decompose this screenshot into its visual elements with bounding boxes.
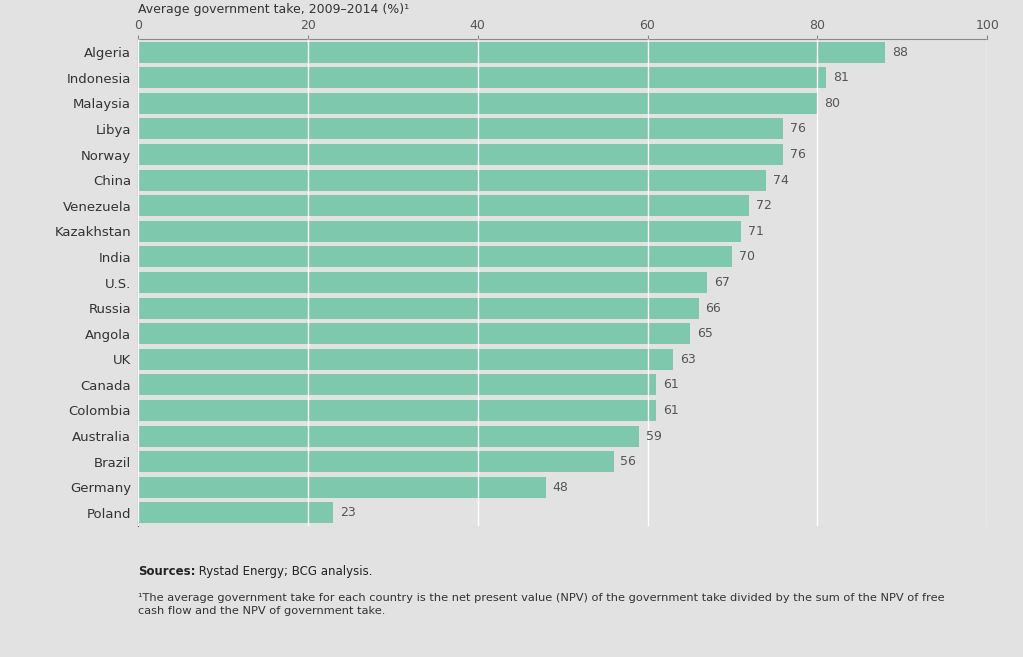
Text: 48: 48 <box>552 481 569 493</box>
Bar <box>138 144 784 165</box>
Text: 59: 59 <box>646 430 662 443</box>
Bar <box>138 118 784 139</box>
Text: 74: 74 <box>773 173 789 187</box>
Text: 66: 66 <box>705 302 721 315</box>
Text: 61: 61 <box>663 404 678 417</box>
Text: 71: 71 <box>748 225 763 238</box>
Text: 70: 70 <box>740 250 755 263</box>
Bar <box>138 374 656 396</box>
Text: 76: 76 <box>790 148 806 161</box>
Bar <box>138 349 673 370</box>
Text: 81: 81 <box>833 72 848 84</box>
Bar <box>138 426 639 447</box>
Bar <box>138 170 766 191</box>
Bar <box>138 298 699 319</box>
Bar <box>138 195 750 216</box>
Bar <box>138 42 885 62</box>
Text: 23: 23 <box>341 507 356 519</box>
Bar <box>138 323 690 344</box>
Bar <box>138 93 817 114</box>
Bar <box>138 67 826 88</box>
Text: 61: 61 <box>663 378 678 392</box>
Text: 80: 80 <box>825 97 840 110</box>
Bar <box>138 272 707 293</box>
Text: 76: 76 <box>790 122 806 135</box>
Text: 56: 56 <box>620 455 636 468</box>
Text: 63: 63 <box>680 353 696 366</box>
Bar <box>138 477 545 498</box>
Text: 72: 72 <box>756 199 772 212</box>
Bar <box>138 503 333 523</box>
Text: 88: 88 <box>892 46 908 58</box>
Text: Sources:: Sources: <box>138 565 195 578</box>
X-axis label: Average government take, 2009–2014 (%)¹: Average government take, 2009–2014 (%)¹ <box>138 3 409 16</box>
Bar <box>138 246 732 267</box>
Text: Rystad Energy; BCG analysis.: Rystad Energy; BCG analysis. <box>195 565 373 578</box>
Bar <box>138 400 656 421</box>
Text: 67: 67 <box>714 276 729 289</box>
Text: ¹The average government take for each country is the net present value (NPV) of : ¹The average government take for each co… <box>138 593 944 616</box>
Text: 65: 65 <box>697 327 713 340</box>
Bar <box>138 451 614 472</box>
Bar <box>138 221 741 242</box>
